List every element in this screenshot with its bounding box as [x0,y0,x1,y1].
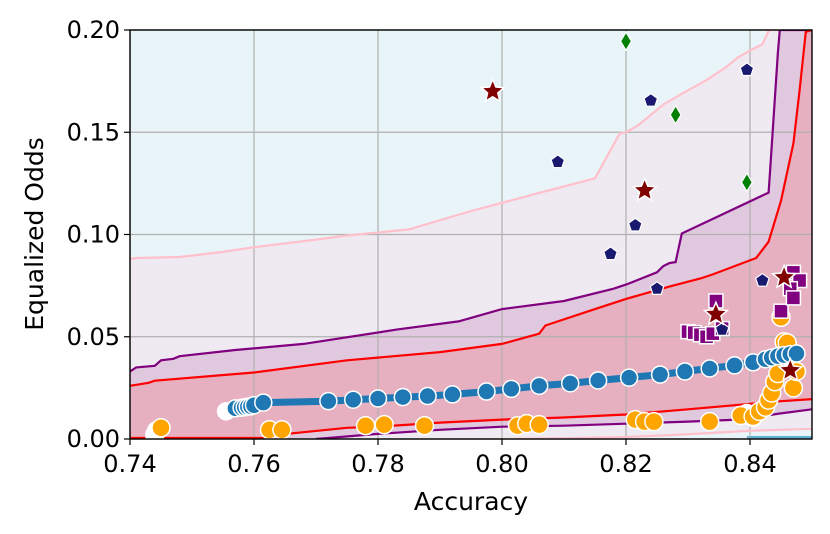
band-purple-lower [316,409,812,439]
blue-point [619,368,639,387]
pink-upper-line [130,30,812,261]
green-diamond-point [669,104,682,126]
blue-point [560,374,580,393]
blue-point [368,389,388,408]
navy-pentagon-point [754,272,770,287]
x-tick-label: 0.74 [103,450,156,478]
dark-red-star-point [702,300,730,326]
red-upper-line [130,30,812,387]
boundary-lines [130,30,812,439]
markers [145,31,808,439]
dark-red-star-point [777,356,804,382]
orange-point [529,414,549,435]
ticks: 0.74 0.76 0.78 0.80 0.82 0.84 0.00 0.05 0.10 0.15… [67,16,777,478]
navy-pentagon-point [550,154,566,169]
navy-pentagon-point [643,92,659,107]
orange-point [374,414,394,435]
orange-point [644,411,664,432]
blue-point [319,391,338,411]
blue-point [443,385,462,404]
green-diamond-point [740,172,753,193]
blue-point [650,365,670,384]
navy-pentagon-point [603,246,618,261]
blue-point [254,393,273,412]
y-tick-label: 0.05 [67,323,120,351]
orange-point [272,420,292,439]
orange-point [783,378,804,398]
x-tick-label: 0.84 [723,450,776,478]
blue-point [502,379,521,399]
blue-point [418,386,437,406]
dark-red-star-point [631,176,658,202]
blue-point [529,376,549,396]
orange-point [355,415,376,436]
blue-point [675,362,695,381]
orange-point [414,415,435,436]
green-diamond-point [619,31,633,52]
band-pink-lower [514,428,812,439]
orange-point [151,418,171,438]
x-tick-label: 0.82 [599,450,652,478]
pink-lower-line [514,427,812,439]
y-axis-label: Equalized Odds [20,137,49,330]
purple-square-point [785,290,802,306]
x-axis-label: Accuracy [414,487,528,516]
blue-point [393,387,413,407]
x-tick-label: 0.78 [351,450,404,478]
y-tick-label: 0.20 [67,16,120,44]
navy-pentagon-point [649,280,665,295]
navy-pentagon-point [627,217,643,232]
dark-red-star-point [479,77,506,103]
y-tick-label: 0.00 [67,425,120,453]
navy-pentagon-point [739,62,755,77]
blue-point [343,390,363,409]
y-tick-label: 0.10 [67,221,120,249]
navy-pentagon-point [714,321,730,336]
x-tick-label: 0.80 [475,450,528,478]
purple-square-point [773,303,789,319]
blue-point [588,371,608,390]
y-tick-label: 0.15 [67,118,120,146]
orange-point [699,411,720,432]
blue-point [477,382,496,401]
x-tick-label: 0.76 [227,450,280,478]
blue-point [725,356,744,375]
dark-red-star-point [770,263,798,289]
purple-upper-line [130,30,812,373]
blue-point [700,359,719,378]
blue-point [787,344,806,363]
